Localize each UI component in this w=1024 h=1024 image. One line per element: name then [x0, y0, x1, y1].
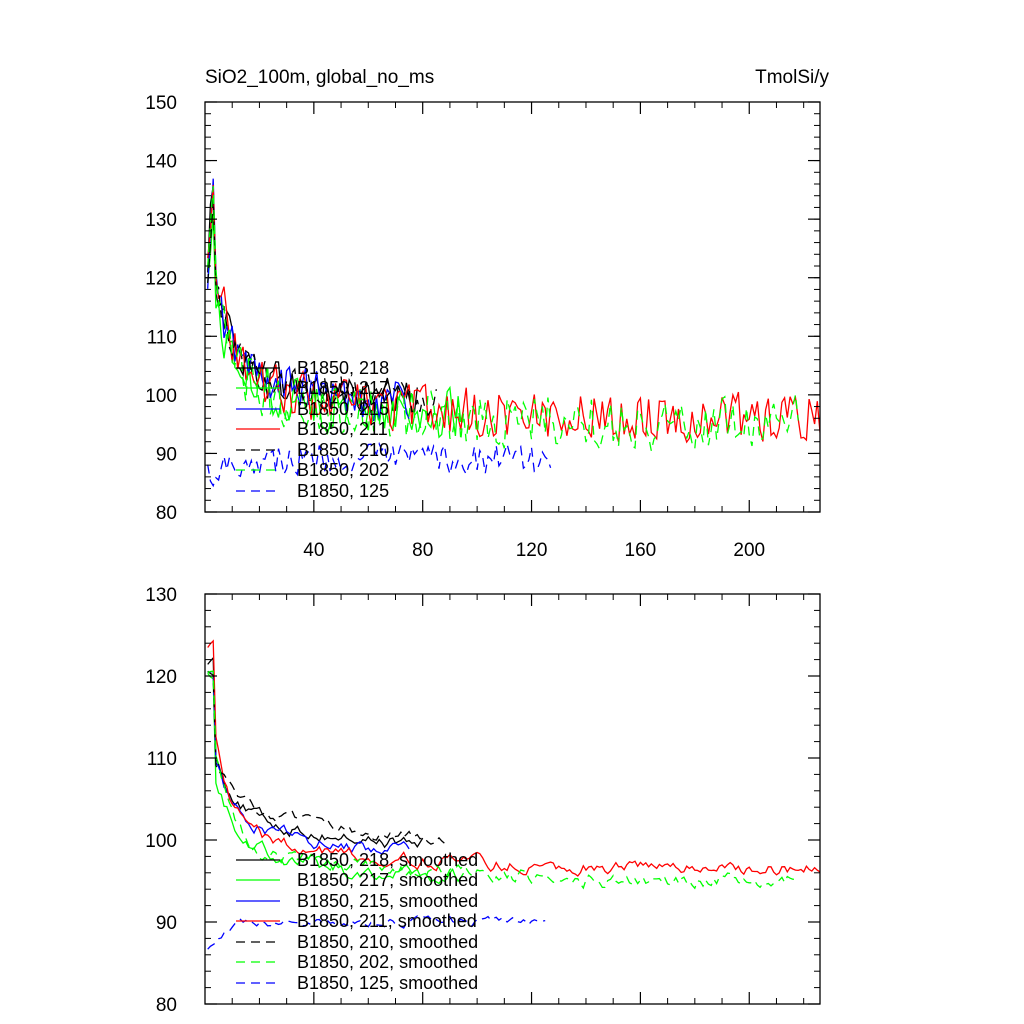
top-legend: B1850, 218 B1850, 217 B1850, 215 B1850, … [236, 358, 389, 501]
top-ytick-label-2: 100 [145, 386, 177, 407]
top-xtick-label-3: 160 [625, 540, 657, 561]
top-legend-label-3: B1850, 211 [297, 419, 388, 439]
top-title-right: TmolSi/y [755, 67, 829, 88]
bottom-series-1 [207, 672, 465, 885]
bottom-ytick-label-3: 110 [147, 749, 177, 770]
bottom-legend-label-1: B1850, 217, smoothed [297, 870, 478, 890]
bottom-panel: 80 90 100 110 120 130 B1850, 218, smoothed B1… [145, 585, 821, 1016]
top-ticks: 80 90 100 110 120 130 140 150 40 80 120 160 200 [145, 93, 820, 561]
bottom-series-2 [207, 670, 410, 855]
top-series-6 [207, 441, 552, 488]
bottom-ytick-label-2: 100 [145, 831, 177, 852]
bottom-legend-label-4: B1850, 210, smoothed [297, 932, 478, 952]
bottom-series-4 [207, 670, 445, 845]
bottom-legend-label-6: B1850, 125, smoothed [297, 973, 478, 993]
bottom-plot-frame [204, 593, 821, 1005]
top-ytick-label-5: 130 [145, 210, 177, 231]
top-ytick-label-4: 120 [145, 269, 177, 290]
top-panel: SiO2_100m, global_no_ms TmolSi/y 80 90 100… [145, 67, 829, 561]
bottom-legend: B1850, 218, smoothed B1850, 217, smoothe… [236, 850, 478, 993]
bottom-series-group [207, 639, 820, 950]
bottom-ticks: 80 90 100 110 120 130 [145, 585, 820, 1016]
top-legend-label-2: B1850, 215 [297, 399, 389, 419]
bottom-legend-label-0: B1850, 218, smoothed [297, 850, 478, 870]
top-legend-label-4: B1850, 210 [297, 440, 389, 460]
top-ytick-label-6: 140 [145, 152, 177, 173]
bottom-series-0 [207, 656, 424, 849]
top-series-group [207, 178, 820, 488]
top-series-3 [207, 184, 820, 444]
bottom-legend-label-3: B1850, 211, smoothed [297, 911, 477, 931]
top-series-4 [207, 199, 437, 417]
top-legend-label-1: B1850, 217 [297, 378, 389, 398]
bottom-series-6 [207, 915, 546, 950]
bottom-series-5 [207, 670, 799, 890]
top-plot-frame [204, 101, 821, 513]
top-xtick-label-2: 120 [516, 540, 548, 561]
bottom-series-3 [207, 639, 820, 877]
top-legend-label-6: B1850, 125 [297, 481, 389, 501]
top-xtick-label-0: 40 [303, 540, 324, 561]
top-ytick-label-1: 90 [156, 444, 177, 465]
top-title-left: SiO2_100m, global_no_ms [205, 67, 434, 88]
bottom-ytick-label-4: 120 [145, 667, 177, 688]
top-xtick-label-4: 200 [733, 540, 765, 561]
bottom-legend-label-5: B1850, 202, smoothed [297, 952, 478, 972]
top-ytick-label-3: 110 [147, 327, 177, 348]
bottom-ytick-label-1: 90 [156, 913, 177, 934]
top-legend-label-0: B1850, 218 [297, 358, 389, 378]
bottom-ytick-label-0: 80 [156, 995, 177, 1016]
bottom-legend-label-2: B1850, 215, smoothed [297, 891, 478, 911]
top-ytick-label-7: 150 [145, 93, 177, 114]
top-xtick-label-1: 80 [412, 540, 433, 561]
top-legend-label-5: B1850, 202 [297, 460, 389, 480]
bottom-ytick-label-5: 130 [145, 585, 177, 606]
top-ytick-label-0: 80 [156, 503, 177, 524]
top-series-5 [207, 186, 799, 451]
